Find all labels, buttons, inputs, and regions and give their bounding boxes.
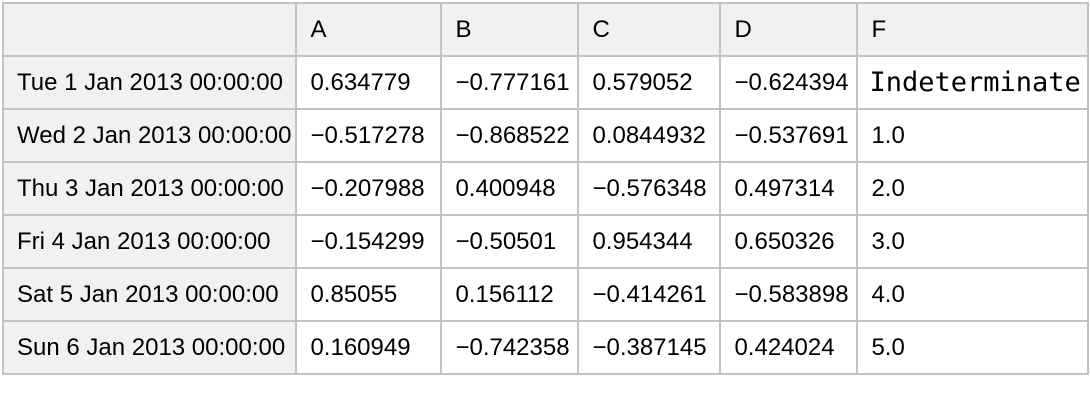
data-cell: −0.576348 [577,161,722,216]
data-cell: −0.414261 [577,267,722,322]
corner-header-cell [1,2,298,57]
data-cell: −0.387145 [577,320,722,375]
data-cell: 0.579052 [577,55,722,110]
data-cell: −0.868522 [440,108,580,163]
data-cell: −0.207988 [295,161,443,216]
data-cell: 0.400948 [440,161,580,216]
data-cell: −0.777161 [440,55,580,110]
data-cell: −0.154299 [295,214,443,269]
data-cell: 3.0 [856,214,1090,269]
data-cell: 0.650326 [719,214,859,269]
data-cell: 4.0 [856,267,1090,322]
row-label-cell: Sat 5 Jan 2013 00:00:00 [1,267,298,322]
data-cell: −0.50501 [440,214,580,269]
data-cell: 0.0844932 [577,108,722,163]
data-cell: −0.624394 [719,55,859,110]
table-row: Thu 3 Jan 2013 00:00:00 −0.207988 0.4009… [1,161,1090,216]
data-cell: 2.0 [856,161,1090,216]
data-cell: 0.424024 [719,320,859,375]
data-cell: 0.634779 [295,55,443,110]
data-cell: 0.954344 [577,214,722,269]
header-row: A B C D F [1,2,1090,57]
table-row: Tue 1 Jan 2013 00:00:00 0.634779 −0.7771… [1,55,1090,110]
table-row: Wed 2 Jan 2013 00:00:00 −0.517278 −0.868… [1,108,1090,163]
data-cell: −0.742358 [440,320,580,375]
data-cell-indeterminate: Indeterminate [856,55,1090,110]
table-row: Fri 4 Jan 2013 00:00:00 −0.154299 −0.505… [1,214,1090,269]
data-cell: 0.85055 [295,267,443,322]
row-label-cell: Sun 6 Jan 2013 00:00:00 [1,320,298,375]
data-cell: 0.156112 [440,267,580,322]
data-cell: 0.497314 [719,161,859,216]
row-label-cell: Wed 2 Jan 2013 00:00:00 [1,108,298,163]
row-label-cell: Fri 4 Jan 2013 00:00:00 [1,214,298,269]
data-cell: 1.0 [856,108,1090,163]
data-cell: −0.583898 [719,267,859,322]
row-label-cell: Thu 3 Jan 2013 00:00:00 [1,161,298,216]
column-header-F: F [856,2,1090,57]
data-table: A B C D F Tue 1 Jan 2013 00:00:00 0.6347… [1,2,1090,375]
row-label-cell: Tue 1 Jan 2013 00:00:00 [1,55,298,110]
table-row: Sat 5 Jan 2013 00:00:00 0.85055 0.156112… [1,267,1090,322]
data-cell: −0.537691 [719,108,859,163]
data-cell: 0.160949 [295,320,443,375]
table-row: Sun 6 Jan 2013 00:00:00 0.160949 −0.7423… [1,320,1090,375]
column-header-A: A [295,2,443,57]
data-cell: 5.0 [856,320,1090,375]
data-cell: −0.517278 [295,108,443,163]
column-header-D: D [719,2,859,57]
column-header-B: B [440,2,580,57]
column-header-C: C [577,2,722,57]
